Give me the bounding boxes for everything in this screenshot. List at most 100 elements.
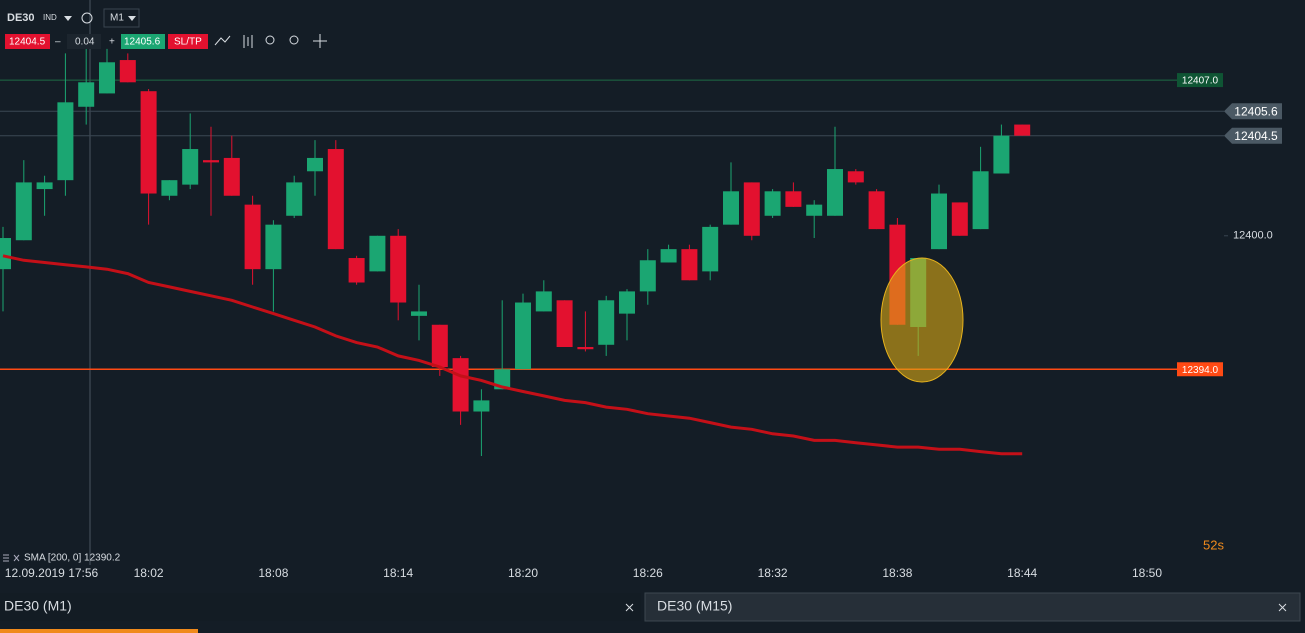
tab-title[interactable]: DE30 (M1) xyxy=(4,598,72,614)
candle-body xyxy=(556,300,573,348)
line-tool[interactable] xyxy=(214,35,231,46)
candle-body xyxy=(140,91,157,194)
candle-body xyxy=(265,224,282,270)
sl-tp[interactable]: SL/TP xyxy=(174,37,202,48)
ask[interactable]: 12405.6 xyxy=(124,37,161,48)
candle-body xyxy=(36,182,53,190)
x-tick-label: 18:32 xyxy=(758,566,788,580)
price-tag-label: 12407.0 xyxy=(1182,76,1219,87)
candle-body xyxy=(99,62,115,94)
buy-button[interactable] xyxy=(121,34,165,49)
zoom-out[interactable] xyxy=(265,35,275,45)
candle-body xyxy=(931,193,947,250)
x-tick-label: 18:38 xyxy=(882,566,912,580)
sell-button[interactable] xyxy=(5,34,50,49)
candle-body xyxy=(972,171,989,230)
candle-body xyxy=(390,235,407,303)
symbol[interactable]: DE30 xyxy=(7,12,35,24)
price-tag xyxy=(1177,362,1223,377)
price-tag-label: 12404.5 xyxy=(1234,129,1278,143)
quantity[interactable]: 0.04 xyxy=(75,37,95,48)
x-tick-label: 18:26 xyxy=(633,566,663,580)
tab-title[interactable]: DE30 (M15) xyxy=(657,598,732,614)
sltp-button[interactable] xyxy=(168,34,208,49)
candle-body xyxy=(951,202,968,236)
candle-body xyxy=(785,191,802,207)
candle-body xyxy=(598,300,615,345)
candle-body xyxy=(827,169,843,216)
candle-body xyxy=(619,291,635,314)
candle-body xyxy=(411,311,427,316)
candle-body xyxy=(1014,124,1031,136)
plus[interactable]: + xyxy=(109,37,115,48)
countdown: 52s xyxy=(1203,537,1224,552)
progress-bar xyxy=(0,629,198,633)
x-tick-label: 18:08 xyxy=(258,566,288,580)
candle-body xyxy=(15,182,32,241)
timeframe[interactable]: M1 xyxy=(110,13,124,24)
y-tick-label: 12400.0 xyxy=(1233,230,1273,242)
tab-close[interactable] xyxy=(1278,603,1287,612)
info-icon[interactable] xyxy=(81,12,93,24)
tab-close[interactable] xyxy=(625,603,634,612)
candle-body xyxy=(369,235,386,272)
price-tag-label: 12394.0 xyxy=(1182,365,1219,376)
tab[interactable] xyxy=(644,592,1301,622)
sma-line xyxy=(2,254,1023,456)
quantity-box[interactable] xyxy=(67,34,101,49)
indicator-label: SMA [200, 0] 12390.2 xyxy=(24,553,121,564)
candle-body xyxy=(577,347,594,350)
highlight xyxy=(880,257,964,383)
candle-body xyxy=(993,135,1010,174)
overlay: 12407.0 12405.6 12404.5 12394.0 xyxy=(1177,73,1282,377)
candle-body xyxy=(473,400,490,412)
x-tick-label: 18:20 xyxy=(508,566,538,580)
candle-body xyxy=(57,102,74,181)
instrument-type: IND xyxy=(43,13,57,22)
zoom-in[interactable] xyxy=(289,35,299,45)
candle-body xyxy=(452,358,469,412)
candle-body xyxy=(203,160,219,163)
indicator-icons[interactable] xyxy=(3,554,20,562)
candle-body xyxy=(119,60,136,83)
price-tag xyxy=(1224,127,1282,144)
candle-body xyxy=(515,302,531,370)
candle-body xyxy=(702,226,719,272)
x-tick-label: 18:02 xyxy=(134,566,164,580)
candle-body xyxy=(535,291,552,312)
candle-body xyxy=(78,82,95,107)
candle-body xyxy=(660,249,677,263)
candle-body xyxy=(868,191,885,230)
candle-body xyxy=(327,149,344,250)
candle-body xyxy=(223,157,240,196)
candle-body xyxy=(182,149,199,185)
dropdown[interactable] xyxy=(64,16,72,21)
candle-tool[interactable] xyxy=(243,35,253,48)
price-tag-label: 12405.6 xyxy=(1234,104,1278,118)
candle-body xyxy=(0,238,11,270)
candle-body xyxy=(847,171,864,183)
candle-body xyxy=(431,324,448,368)
candle-body xyxy=(723,191,739,225)
candle-body xyxy=(639,260,656,292)
dropdown[interactable] xyxy=(128,16,136,21)
candle-body xyxy=(764,191,781,216)
x-tick-label: 18:50 xyxy=(1132,566,1162,580)
candle-body xyxy=(286,182,303,216)
candle-body xyxy=(307,157,323,172)
bid[interactable]: 12404.5 xyxy=(9,37,46,48)
tab[interactable] xyxy=(0,593,641,621)
candle-body xyxy=(681,249,698,281)
pan-tool[interactable] xyxy=(313,34,327,48)
candle-body xyxy=(348,258,365,283)
minus[interactable]: – xyxy=(55,37,61,48)
candle-body xyxy=(161,180,178,196)
candle-body xyxy=(743,182,760,236)
price-tag xyxy=(1177,73,1223,88)
candle-body xyxy=(244,204,261,270)
timeframe-box[interactable] xyxy=(103,8,140,28)
x-tick-label: 12.09.2019 17:56 xyxy=(5,566,99,580)
